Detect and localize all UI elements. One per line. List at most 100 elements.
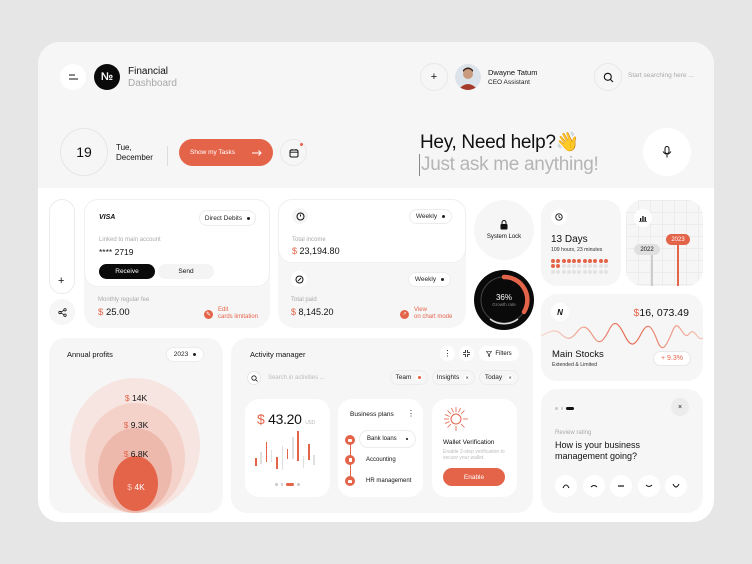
share-button[interactable] <box>49 299 75 325</box>
linked-label: Linked to main account <box>99 237 161 243</box>
currency-sign: $ <box>633 307 640 319</box>
wallet-verification-card: Wallet Verification Enable 2-step verifi… <box>432 399 517 497</box>
search-button[interactable] <box>594 63 622 91</box>
progress-dot <box>598 269 603 274</box>
review-card: × Review rating How is your business man… <box>541 389 703 513</box>
progress-dot <box>582 259 587 263</box>
bar-chart-icon <box>639 216 647 222</box>
hr-management-item[interactable]: HR management <box>366 478 412 484</box>
edit-limits-link[interactable]: ✎ Edit cards limitation <box>204 307 258 321</box>
add-card-slot[interactable]: + <box>49 199 75 294</box>
filters-button[interactable]: Filters <box>479 346 519 361</box>
progress-dot <box>588 259 593 263</box>
rating-good[interactable] <box>637 475 660 497</box>
add-button[interactable]: + <box>420 63 448 91</box>
date-day: 19 <box>60 128 108 176</box>
paid-period-dropdown[interactable]: Weekly <box>408 272 451 287</box>
progress-dot <box>566 269 571 274</box>
bar <box>313 455 315 465</box>
activity-title: Activity manager <box>250 350 306 359</box>
bar <box>265 442 268 462</box>
business-more-icon[interactable]: ⋮ <box>407 409 415 418</box>
growth-text: 36% Growth rate <box>492 293 516 307</box>
close-button[interactable]: × <box>671 398 689 416</box>
business-title: Business plans <box>350 411 394 418</box>
stocks-icon: N <box>551 303 569 321</box>
calendar-button[interactable] <box>280 139 307 166</box>
bar <box>286 449 289 459</box>
user-role: CEO Assistant <box>488 79 530 86</box>
avatar[interactable] <box>455 64 481 90</box>
wallet-title: Wallet Verification <box>443 439 495 446</box>
menu-button[interactable] <box>60 64 86 90</box>
review-question: How is your business management going? <box>555 440 641 461</box>
show-tasks-label: Show my Tasks <box>190 149 236 156</box>
growth-label: Growth rate <box>492 302 516 307</box>
period-label: Weekly <box>414 276 437 283</box>
rating-very-bad[interactable] <box>555 475 577 497</box>
year-2022-tag[interactable]: 2022 <box>634 244 660 255</box>
progress-dot <box>577 264 582 269</box>
activity-manager-card: Activity manager ⋮ Filters Search in act… <box>231 338 533 513</box>
progress-dot <box>593 259 598 263</box>
frown-strong-icon <box>562 484 570 489</box>
progress-dot <box>556 259 561 263</box>
income-card: Weekly Total income $ 23,194.80 <box>278 199 466 263</box>
assistant-prompt-input[interactable]: Just ask me anything! <box>419 154 599 176</box>
rating-bad[interactable] <box>582 475 605 497</box>
income-period-dropdown[interactable]: Weekly <box>409 209 452 224</box>
bank-loans-icon <box>345 435 355 445</box>
stocks-amount: 16, 073.49 <box>639 307 689 319</box>
year-dropdown[interactable]: 2023 <box>166 347 204 362</box>
paid-value: $ 8,145.20 <box>291 307 334 317</box>
progress-dot <box>582 264 587 269</box>
activity-search-input[interactable]: Search in activities ... <box>268 375 325 381</box>
income-value: $ 23,194.80 <box>292 246 340 256</box>
bar <box>276 457 278 469</box>
view-chart-link[interactable]: ↗ View on chart mode <box>400 307 452 321</box>
search-icon <box>603 72 613 82</box>
progress-dot <box>572 259 577 263</box>
assistant-greeting: Hey, Need help?👋 <box>420 132 579 153</box>
clock-badge <box>551 209 567 225</box>
progress-dot <box>603 264 608 269</box>
trend-icon: ↗ <box>400 309 409 319</box>
progress-dot <box>593 264 598 269</box>
progress-dot <box>561 264 566 269</box>
line-2022 <box>651 250 653 286</box>
income-panel: Weekly Total income $ 23,194.80 Weekly T… <box>278 199 466 328</box>
enable-button[interactable]: Enable <box>443 468 505 486</box>
direct-debits-dropdown[interactable]: Direct Debits <box>199 210 256 226</box>
chip-insights[interactable]: Insights ✕ <box>432 370 475 385</box>
rating-neutral[interactable] <box>610 475 632 497</box>
amount-card: $ 43.20 USD <box>245 399 330 497</box>
divider <box>167 146 168 166</box>
mic-button[interactable] <box>643 128 691 176</box>
bank-loans-item[interactable]: Bank loans <box>359 430 416 448</box>
receive-button[interactable]: Receive <box>99 264 155 279</box>
profit-ring-4 <box>113 456 158 511</box>
bar <box>270 450 273 462</box>
carousel-dots[interactable] <box>555 407 574 410</box>
search-input[interactable]: Start searching here ... <box>628 72 694 79</box>
chip-team[interactable]: Team <box>390 370 428 385</box>
edit-limits-label: Edit cards limitation <box>218 307 259 320</box>
system-lock-button[interactable]: System Lock <box>474 200 534 260</box>
rating-very-good[interactable] <box>665 475 687 497</box>
paid-icon <box>291 271 307 287</box>
progress-dot <box>551 264 555 269</box>
send-button[interactable]: Send <box>158 264 214 279</box>
amount-pager[interactable] <box>275 483 300 486</box>
bar <box>281 446 284 470</box>
business-plans-card: Business plans ⋮ Bank loans Accounting H… <box>338 399 423 497</box>
growth-rate-widget: 36% Growth rate <box>474 270 534 330</box>
accounting-item[interactable]: Accounting <box>366 457 396 463</box>
chip-today[interactable]: Today ✕ <box>479 370 519 385</box>
activity-search-button[interactable] <box>247 371 261 385</box>
more-options-button[interactable]: ⋮ <box>440 346 455 361</box>
currency-sign: $ <box>291 307 297 317</box>
year-2023-tag[interactable]: 2023 <box>666 234 690 245</box>
chevron-down-icon <box>442 215 446 218</box>
show-tasks-button[interactable]: Show my Tasks <box>179 139 273 166</box>
focus-button[interactable] <box>459 346 474 361</box>
